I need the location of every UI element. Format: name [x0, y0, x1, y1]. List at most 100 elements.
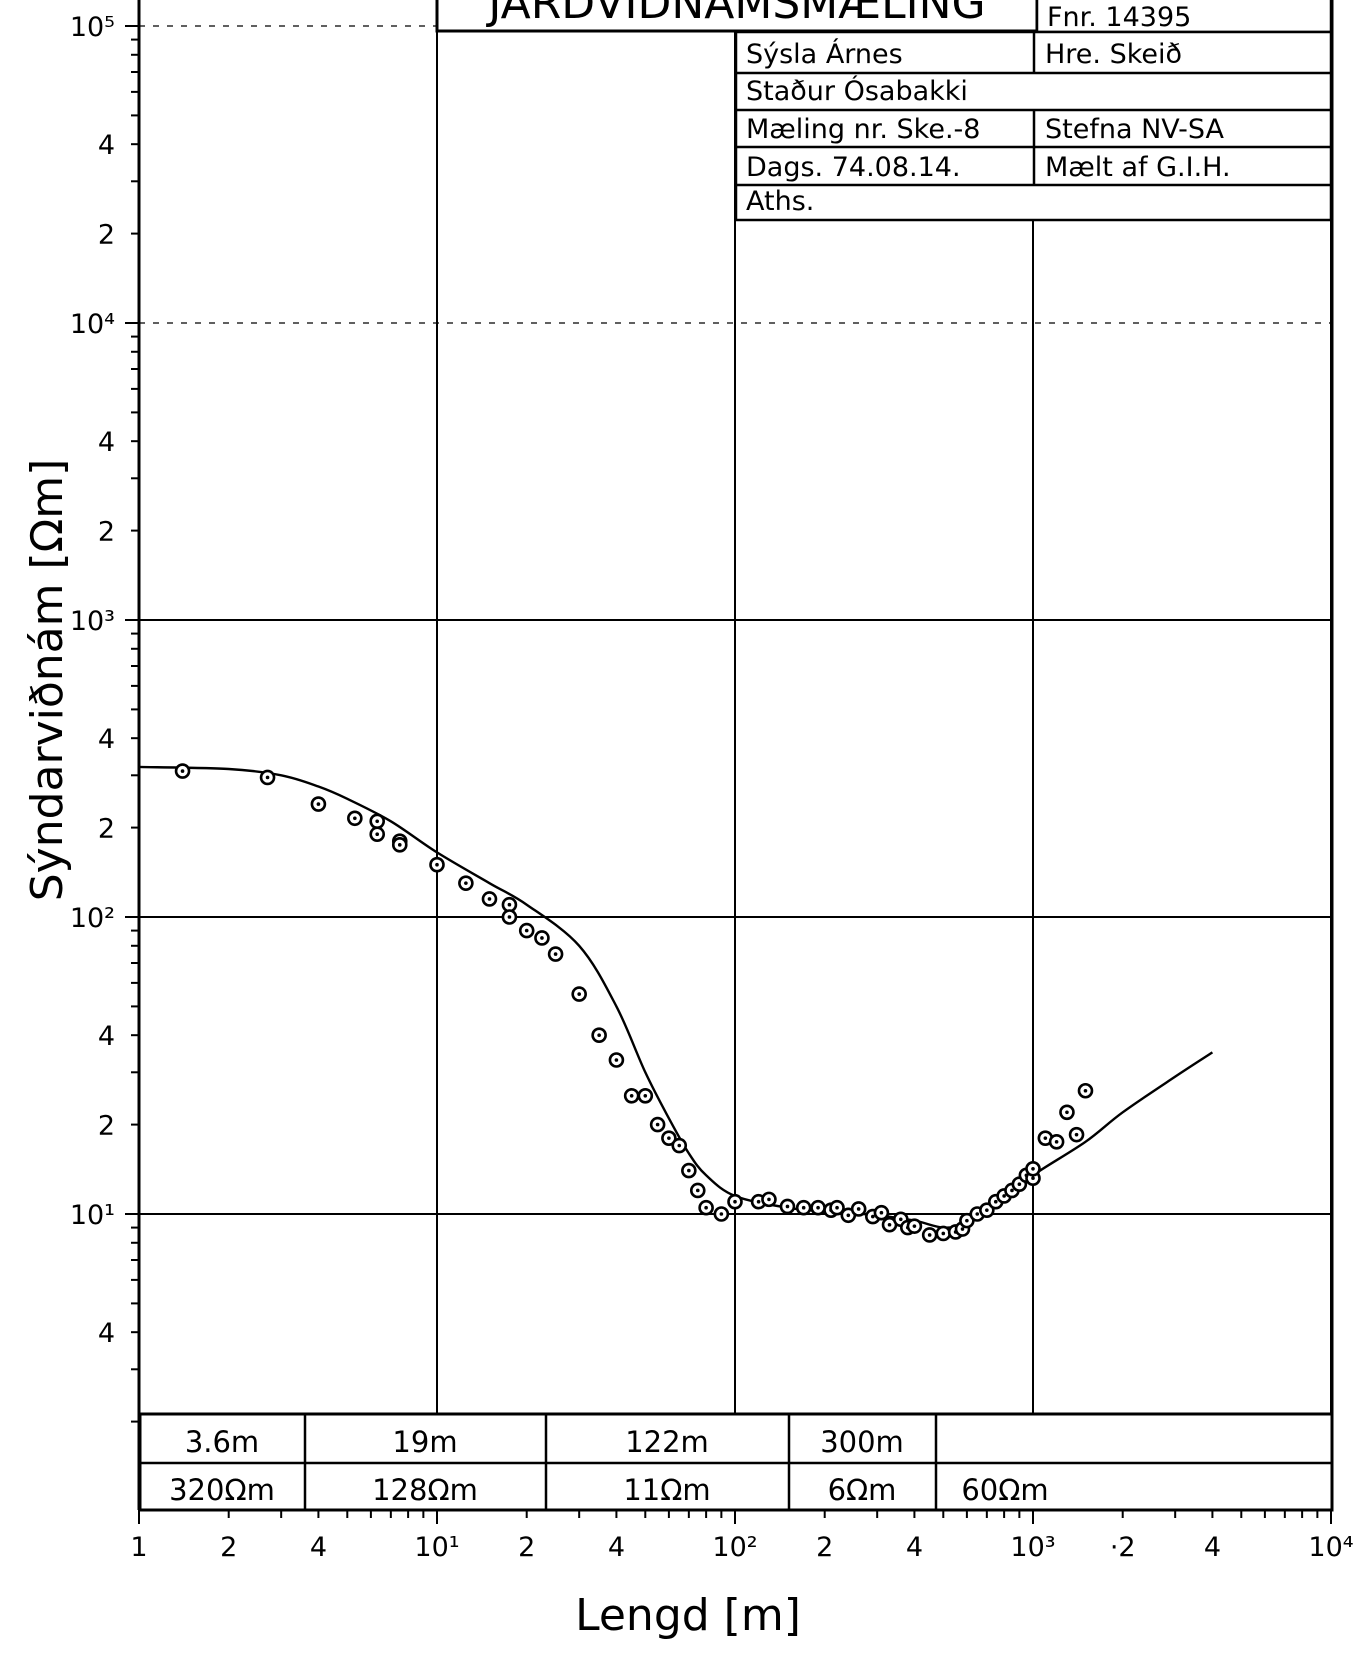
- info-hreppur: Hre. Skeið: [1045, 39, 1182, 70]
- measured-point-dot: [180, 769, 185, 773]
- x-tick-label: 4: [310, 1532, 327, 1563]
- measured-point-dot: [756, 1199, 761, 1204]
- measured-point: [1025, 1160, 1041, 1177]
- measured-point-dot: [614, 1058, 619, 1062]
- y-tick-label: 2: [98, 814, 115, 845]
- measured-point-dot: [507, 915, 512, 919]
- measured-point-dot: [887, 1222, 892, 1227]
- chart-title: JARDVIDNAMSMÆLING: [485, 0, 985, 29]
- measured-point-dot: [1065, 1110, 1069, 1115]
- measured-point: [713, 1206, 730, 1222]
- x-tick-label: 2: [518, 1532, 535, 1563]
- measured-point: [1059, 1104, 1075, 1121]
- measured-point-dot: [487, 897, 492, 901]
- measured-point-dot: [960, 1227, 965, 1231]
- layer-3-thickness: 122m: [625, 1425, 709, 1459]
- x-tick-label: 1: [130, 1532, 147, 1563]
- measured-point-dot: [719, 1212, 724, 1216]
- measured-point-dot: [1031, 1176, 1035, 1180]
- title-box: JARDVIDNAMSMÆLING: [435, 0, 1039, 33]
- measured-point: [689, 1182, 706, 1199]
- x-tick-label: 4: [1204, 1532, 1221, 1563]
- measured-point: [661, 1130, 677, 1146]
- measured-point-dot: [397, 843, 402, 847]
- measured-point-dot: [965, 1218, 969, 1223]
- info-aths: Aths.: [746, 186, 814, 217]
- measured-point: [369, 826, 386, 843]
- measured-point-dot: [540, 936, 544, 940]
- measured-point: [727, 1193, 743, 1210]
- measured-point: [959, 1212, 975, 1229]
- measured-point-dot: [577, 992, 581, 996]
- y-tick-label: 2: [98, 220, 115, 251]
- measured-point: [310, 796, 327, 812]
- y-tick-label: 10¹: [70, 1200, 115, 1231]
- y-tick-label: 2: [98, 1111, 115, 1142]
- measured-point: [534, 930, 550, 946]
- measured-point-dot: [553, 952, 558, 956]
- x-tick-label: 10⁴: [1308, 1532, 1353, 1563]
- info-maelt-af: Mælt af G.I.H.: [1045, 152, 1231, 183]
- measured-point-dot: [1002, 1194, 1006, 1198]
- measured-point-dot: [912, 1224, 917, 1228]
- measured-point: [681, 1162, 697, 1179]
- measured-point-dot: [464, 881, 468, 885]
- measured-point: [829, 1199, 845, 1216]
- measured-point-dot: [879, 1210, 884, 1215]
- fitted-curve-line: [138, 765, 1214, 1229]
- measured-point: [429, 856, 445, 873]
- measured-point-dot: [767, 1197, 771, 1202]
- y-tick-label: 4: [98, 130, 115, 161]
- measured-point: [518, 922, 535, 939]
- measured-point: [906, 1218, 923, 1234]
- x-axis-ticks: 1 2 4 10¹ 2 4 10² 2 4 10³ ·2 4 10⁴: [130, 1510, 1354, 1563]
- info-sysla: Sýsla Árnes: [746, 38, 903, 70]
- info-box: Fnr. 14395 Sýsla Árnes Hre. Skeið Staður…: [734, 0, 1333, 222]
- measured-point: [761, 1191, 777, 1208]
- measured-point-dot: [1054, 1140, 1059, 1144]
- y-tick-label: 10³: [70, 606, 115, 637]
- x-axis-label: Lengd [m]: [575, 1590, 801, 1641]
- info-stadur: Staður Ósabakki: [746, 75, 968, 107]
- measured-point-dot: [265, 775, 270, 780]
- measured-point-dot: [1031, 1166, 1035, 1171]
- layer-1-resistivity: 320Ωm: [169, 1473, 275, 1507]
- measured-point-dot: [846, 1213, 851, 1218]
- measured-point: [779, 1198, 796, 1215]
- fitted-curve: [138, 765, 1214, 1229]
- layer-5-resistivity: 60Ωm: [961, 1473, 1048, 1507]
- measured-point: [873, 1204, 890, 1221]
- measured-point-dot: [524, 928, 529, 933]
- measured-point: [935, 1225, 952, 1242]
- measured-point-dot: [704, 1205, 708, 1210]
- measured-point: [591, 1027, 607, 1043]
- measured-point-dot: [316, 802, 321, 806]
- x-tick-label: 10¹: [414, 1532, 459, 1563]
- measured-point-dot: [835, 1205, 839, 1210]
- measured-point: [608, 1052, 625, 1068]
- measured-point-dot: [785, 1204, 790, 1209]
- measured-point-dot: [353, 816, 357, 821]
- measured-point-dot: [985, 1208, 989, 1212]
- measured-point-dot: [1017, 1182, 1022, 1186]
- y-tick-label: 4: [98, 724, 115, 755]
- layer-4-thickness: 300m: [820, 1425, 904, 1459]
- measured-point: [571, 986, 587, 1002]
- measured-point: [501, 909, 518, 925]
- measured-point-dot: [1074, 1132, 1079, 1137]
- measured-point-dot: [507, 902, 512, 907]
- measured-points: [174, 763, 1094, 1243]
- measured-point-dot: [375, 819, 380, 824]
- measured-point-dot: [695, 1188, 700, 1193]
- measured-point: [391, 837, 408, 853]
- measured-point: [623, 1088, 640, 1104]
- measured-point-dot: [375, 832, 380, 837]
- measured-point: [369, 813, 386, 830]
- measured-point-dot: [898, 1217, 903, 1222]
- measured-point: [259, 769, 276, 786]
- measured-point: [671, 1137, 688, 1154]
- info-maeling: Mæling nr. Ske.-8: [746, 114, 980, 145]
- layer-3-resistivity: 11Ωm: [623, 1473, 710, 1507]
- x-tick-label: 2: [220, 1532, 237, 1563]
- y-tick-label: 4: [98, 1318, 115, 1349]
